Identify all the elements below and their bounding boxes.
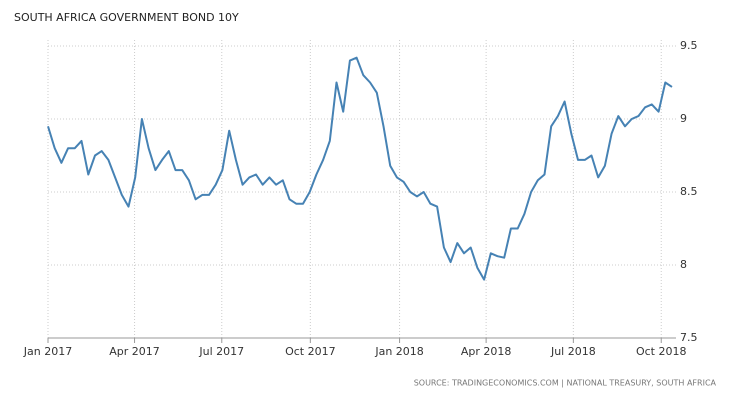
x-tick-label: Apr 2017 [109, 345, 160, 358]
line-series [47, 56, 673, 281]
y-tick-label: 9 [680, 112, 687, 125]
chart-title: SOUTH AFRICA GOVERNMENT BOND 10Y [14, 11, 239, 24]
source-note: SOURCE: TRADINGECONOMICS.COM | NATIONAL … [414, 379, 717, 388]
y-tick-label: 8 [680, 258, 687, 271]
x-tick-label: Apr 2018 [461, 345, 512, 358]
x-tick-label: Oct 2018 [636, 345, 687, 358]
y-tick-label: 9.5 [680, 39, 698, 52]
x-tick-label: Oct 2017 [285, 345, 336, 358]
x-tick-label: Jan 2018 [374, 345, 423, 358]
x-tick-label: Jul 2017 [198, 345, 244, 358]
y-tick-label: 7.5 [680, 331, 698, 344]
y-tick-label: 8.5 [680, 185, 698, 198]
x-tick-label: Jul 2018 [550, 345, 596, 358]
x-tick-label: Jan 2017 [23, 345, 72, 358]
